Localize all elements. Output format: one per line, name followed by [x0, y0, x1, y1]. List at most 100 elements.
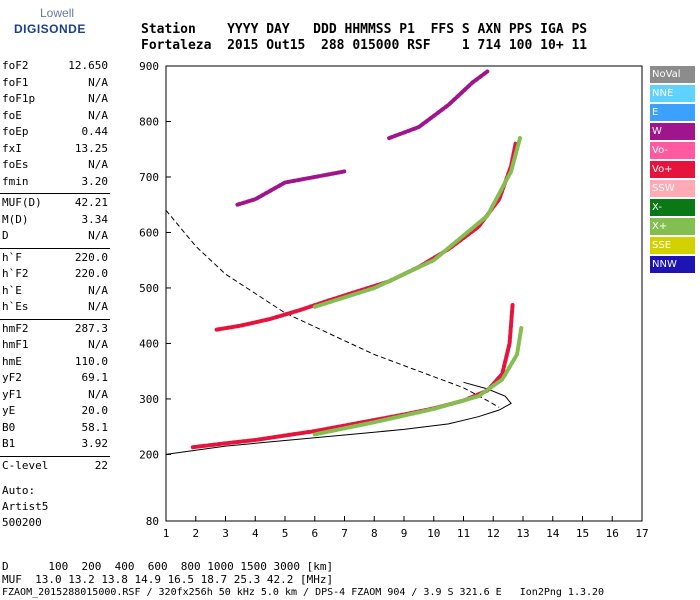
x-tick-label: 3 — [222, 527, 229, 540]
parameter-value: 58.1 — [81, 420, 109, 434]
x-tick-label: 4 — [252, 527, 259, 540]
x-tick-label: 8 — [371, 527, 378, 540]
parameter-name: foF1 — [2, 75, 29, 89]
legend-item: Vo+ — [650, 161, 695, 178]
parameter-name: foF1p — [2, 92, 36, 105]
parameter-value: N/A — [88, 387, 108, 401]
parameter-value: 220.0 — [74, 250, 108, 264]
auto-label: Auto: — [2, 484, 36, 497]
parameter-name: h`F — [2, 250, 22, 264]
parameter-value: N/A — [88, 300, 108, 313]
parameter-row: hmE 110.0 — [2, 355, 108, 372]
parameter-name: foE — [2, 108, 22, 122]
parameter-name: B0 — [2, 420, 16, 434]
solid-reference-curve — [165, 381, 512, 455]
parameter-row: h`Es N/A — [2, 300, 108, 317]
parameter-row: fxI 13.25 — [2, 142, 108, 159]
x-tick-label: 12 — [487, 527, 500, 540]
parameter-value: N/A — [88, 75, 108, 89]
parameter-value: N/A — [88, 92, 108, 105]
parameter-row: hmF1 N/A — [2, 338, 108, 355]
parameter-name: h`Es — [2, 300, 29, 313]
parameter-name: M(D) — [2, 212, 29, 226]
parameter-name: foEp — [2, 125, 29, 138]
x-tick-label: 10 — [427, 527, 440, 540]
parameter-row: h`F2 220.0 — [2, 267, 108, 284]
y-tick-label: 200 — [139, 448, 159, 461]
parameter-row: yF2 69.1 — [2, 371, 108, 388]
y-tick-label: 800 — [139, 115, 159, 128]
y-tick-label: 300 — [139, 393, 159, 406]
parameter-name: hmF2 — [2, 321, 29, 335]
parameter-row: h`F 220.0 — [2, 251, 108, 268]
parameter-value: 3.34 — [81, 212, 109, 226]
legend-item: Vo- — [650, 142, 695, 159]
dashed-reference-curve — [165, 209, 500, 408]
parameter-value: 287.3 — [74, 321, 108, 335]
parameter-row: foF2 12.650 — [2, 59, 108, 76]
parameter-name: foF2 — [2, 59, 29, 72]
parameter-name: foEs — [2, 158, 29, 171]
x-tick-label: 17 — [635, 527, 648, 540]
parameter-row: MUF(D) 42.21 — [2, 196, 108, 213]
x-tick-label: 13 — [516, 527, 529, 540]
distance-row: D 100 200 400 600 800 1000 1500 3000 [km… — [2, 560, 334, 573]
parameter-value: 110.0 — [74, 354, 108, 368]
legend-item: SSE — [650, 237, 695, 254]
parameter-value: 69.1 — [81, 371, 109, 384]
parameter-value: 42.21 — [74, 196, 108, 209]
y-tick-label: 400 — [139, 337, 159, 350]
parameter-row: fmin 3.20 — [2, 175, 108, 192]
parameter-value: 0.44 — [81, 125, 109, 138]
legend-item: E — [650, 104, 695, 121]
parameter-name: B1 — [2, 437, 16, 450]
parameter-value: N/A — [88, 229, 108, 242]
echo-trace — [312, 136, 522, 309]
parameter-value: 220.0 — [74, 267, 108, 280]
x-tick-label: 15 — [576, 527, 589, 540]
parameter-row: D N/A — [2, 229, 108, 246]
x-tick-label: 1 — [163, 527, 170, 540]
parameter-value: N/A — [88, 338, 108, 351]
y-tick-label: 600 — [139, 226, 159, 239]
y-tick-label: 500 — [139, 282, 159, 295]
legend-item: NNW — [650, 256, 695, 273]
echo-trace — [312, 324, 524, 437]
x-tick-label: 16 — [606, 527, 619, 540]
parameter-separator — [0, 318, 110, 320]
legend-item: NNE — [650, 85, 695, 102]
parameter-value: N/A — [88, 108, 108, 122]
parameter-name: fmin — [2, 174, 29, 188]
artist-label: Artist5 — [2, 500, 49, 513]
x-tick-label: 9 — [401, 527, 408, 540]
echo-trace — [214, 141, 518, 332]
parameter-name: h`F2 — [2, 267, 29, 280]
parameter-separator — [0, 247, 110, 249]
parameter-row: hmF2 287.3 — [2, 322, 108, 339]
y-tick-label: 80 — [146, 515, 159, 528]
x-tick-label: 6 — [311, 527, 318, 540]
parameter-row: foF1 N/A — [2, 76, 108, 93]
parameter-name: hmE — [2, 354, 22, 368]
x-tick-label: 5 — [282, 527, 289, 540]
parameter-name: yF2 — [2, 371, 22, 384]
parameter-separator — [0, 193, 110, 194]
parameter-value: 20.0 — [81, 404, 109, 417]
parameter-value: 3.92 — [81, 437, 109, 450]
parameter-name: hmF1 — [2, 338, 29, 351]
parameter-name: yF1 — [2, 387, 22, 401]
parameter-name: fxI — [2, 141, 22, 155]
header-values: Fortaleza 2015 Out15 288 015000 RSF 1 71… — [141, 38, 588, 53]
code-label: 500200 — [2, 516, 42, 529]
parameter-name: h`E — [2, 283, 22, 297]
echo-trace — [235, 169, 347, 207]
parameter-row: B1 3.92 — [2, 437, 108, 454]
parameter-name: C-level — [2, 458, 49, 472]
parameter-row: C-level 22 — [2, 459, 108, 476]
parameter-value: 13.25 — [74, 141, 108, 155]
y-tick-label: 700 — [139, 171, 159, 184]
parameter-name: MUF(D) — [2, 196, 42, 209]
legend-item: NoVal — [650, 66, 695, 83]
y-tick-label: 900 — [139, 60, 159, 73]
